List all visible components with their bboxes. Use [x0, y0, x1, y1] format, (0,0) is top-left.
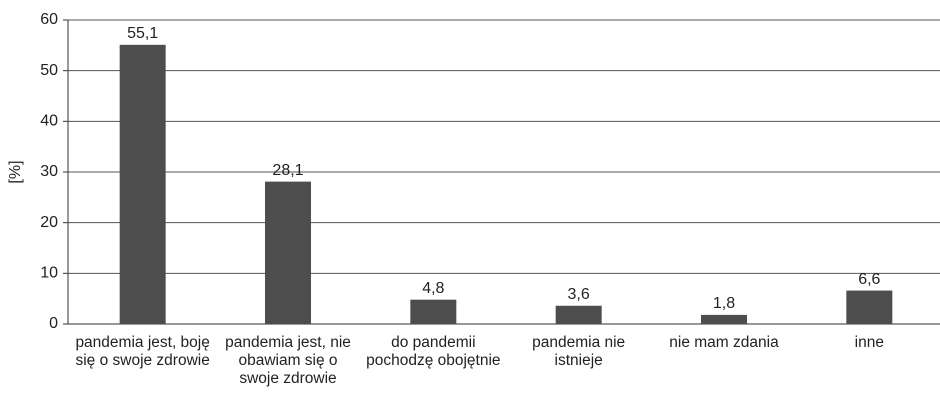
data-label: 6,6	[858, 271, 880, 288]
y-tick-label: 60	[40, 11, 58, 28]
data-label: 28,1	[272, 162, 303, 179]
bar	[410, 299, 457, 324]
data-label: 4,8	[422, 280, 444, 297]
y-tick-label: 10	[40, 265, 58, 282]
y-tick-label: 20	[40, 214, 58, 231]
y-tick-label: 40	[40, 113, 58, 130]
bar	[555, 305, 602, 324]
y-tick-label: 50	[40, 62, 58, 79]
x-tick-label: pandemia jest, boję się o swoje zdrowie	[75, 334, 210, 369]
x-tick-label: nie mam zdania	[669, 334, 779, 351]
data-label: 3,6	[568, 286, 590, 303]
x-tick-label: inne	[854, 334, 884, 351]
data-label: 1,8	[713, 295, 735, 312]
x-tick-label: do pandemii pochodzę obojętnie	[366, 334, 501, 369]
y-axis-label: [%]	[7, 160, 24, 183]
bar	[701, 314, 747, 324]
bar	[119, 44, 166, 325]
y-tick-label: 30	[40, 163, 58, 180]
x-tick-label: pandemia jest, nie obawiam się o swoje z…	[225, 334, 351, 387]
x-tick-label: pandemia nie istnieje	[532, 334, 626, 369]
data-label: 55,1	[127, 25, 158, 42]
y-tick-label: 0	[49, 315, 58, 332]
bar	[265, 181, 311, 324]
bar	[846, 290, 893, 324]
